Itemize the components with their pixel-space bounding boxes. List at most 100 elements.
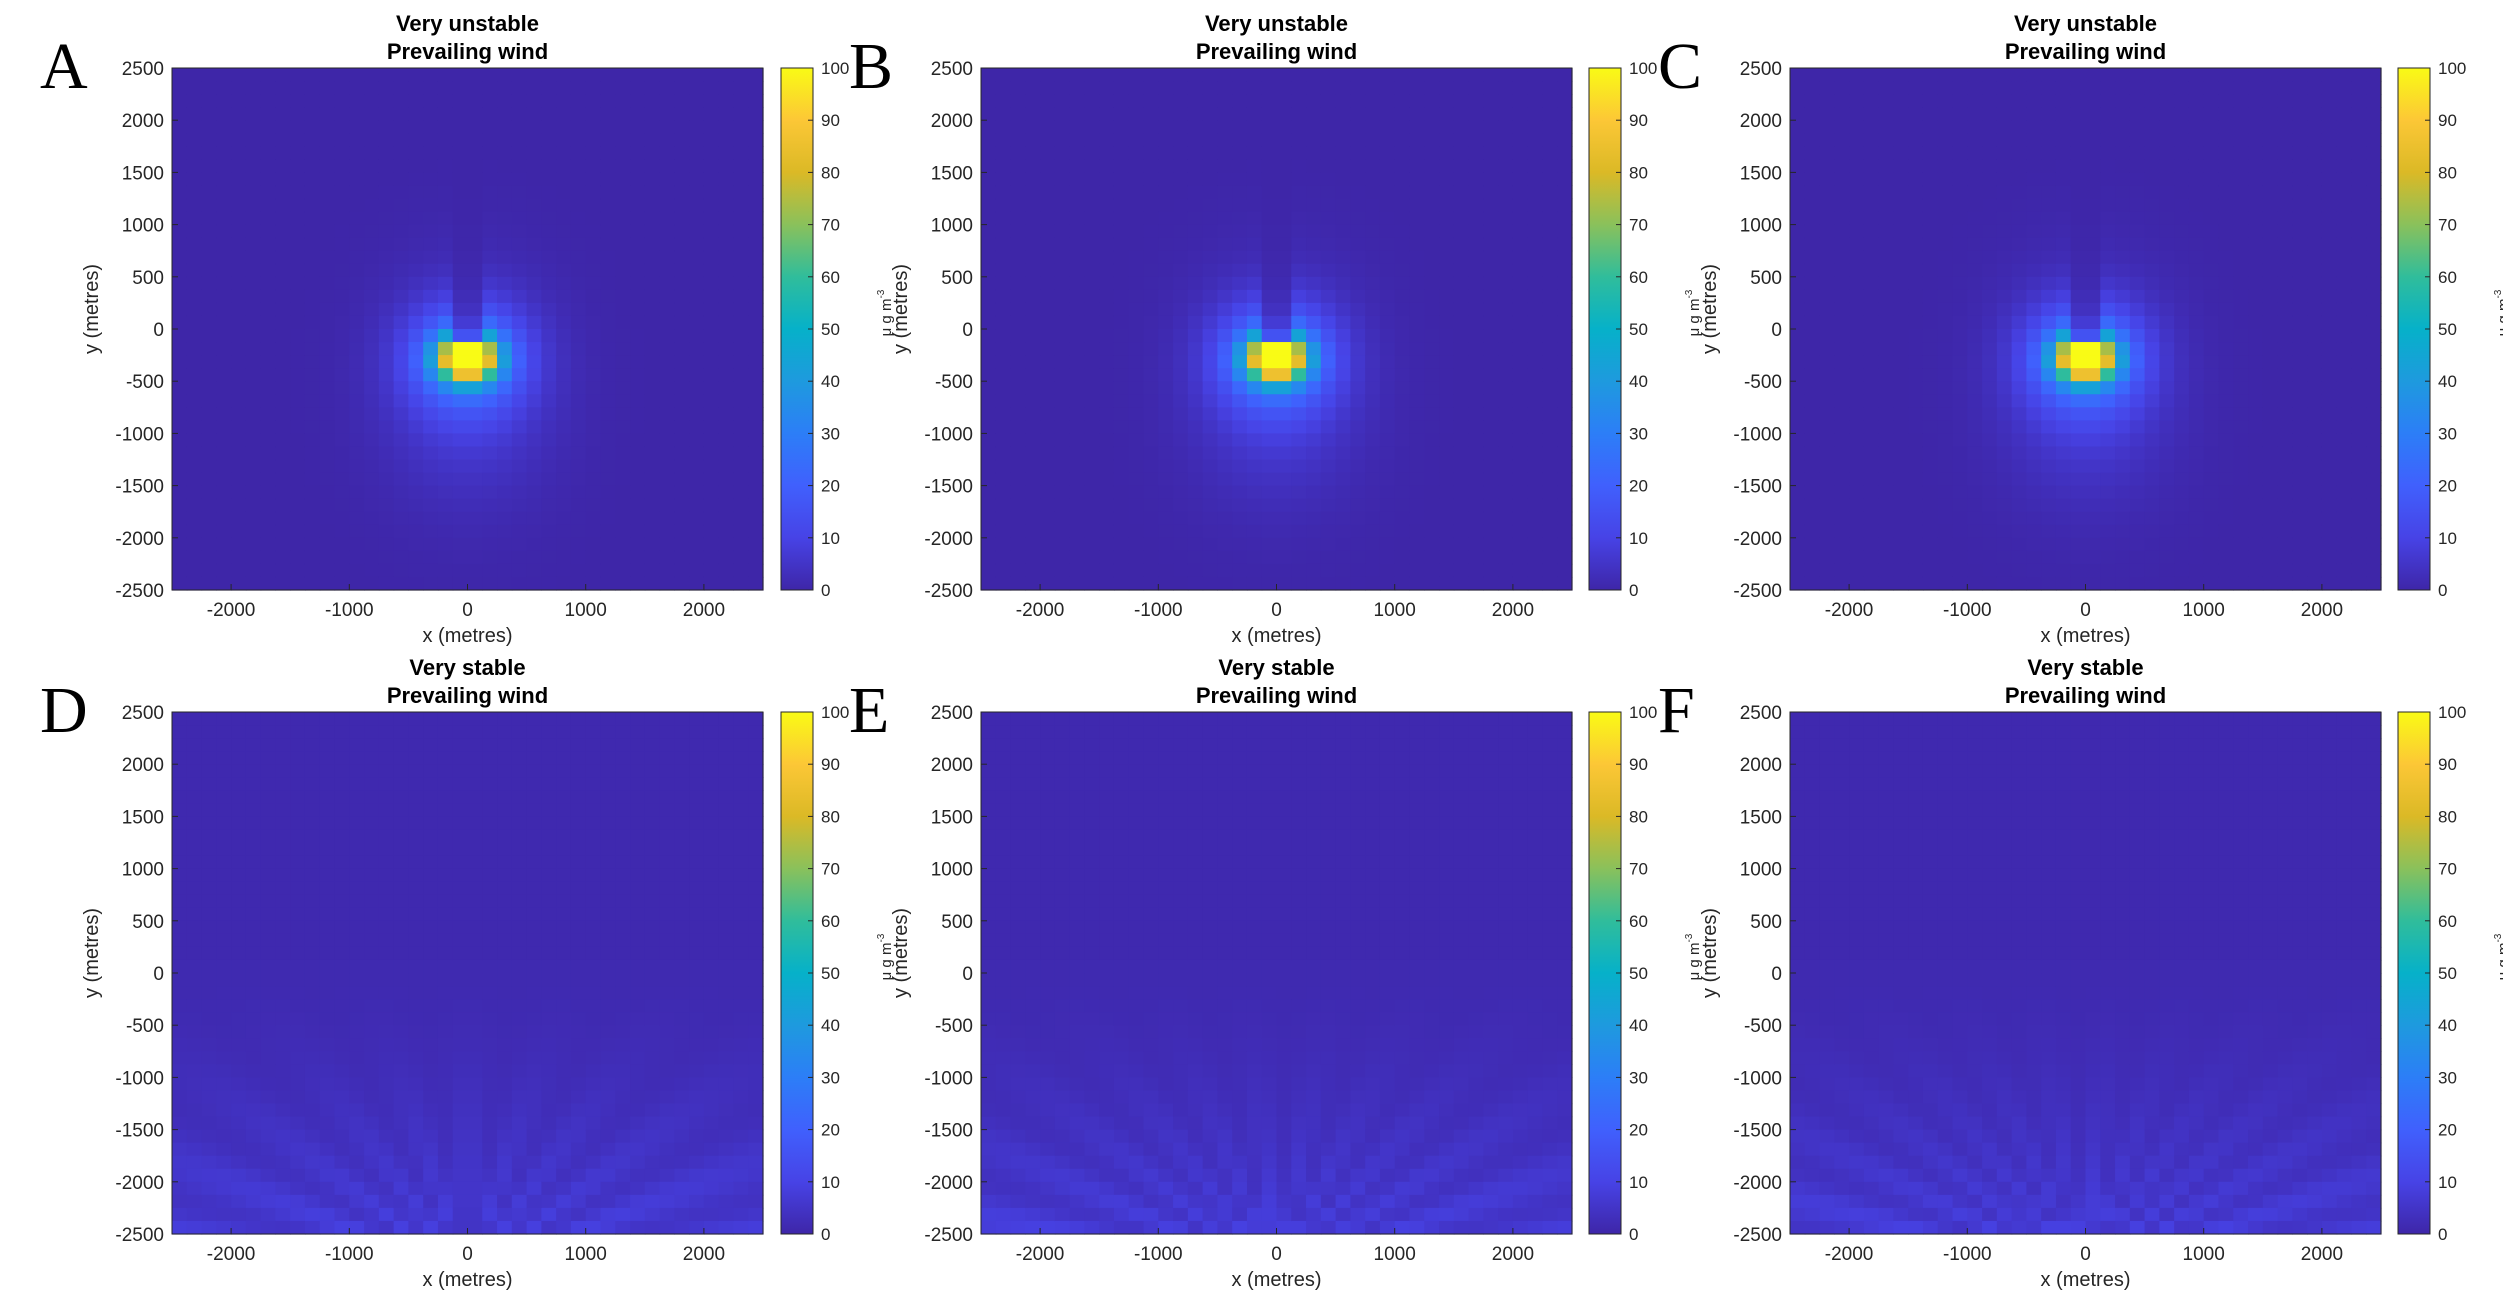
heatmap-cell — [689, 68, 705, 82]
heatmap-cell — [630, 563, 646, 578]
heatmap-cell — [437, 355, 454, 369]
heatmap-cell — [585, 511, 602, 526]
heatmap-cell — [1187, 511, 1204, 526]
heatmap-cell — [1365, 107, 1381, 121]
heatmap-cell — [1498, 198, 1514, 213]
heatmap-cell — [437, 185, 454, 200]
heatmap-cell — [1834, 302, 1850, 317]
heatmap-cell — [1084, 329, 1100, 343]
heatmap-cell — [364, 302, 380, 317]
heatmap-cell — [2277, 459, 2293, 474]
heatmap-cell — [1527, 289, 1544, 304]
heatmap-cell — [1025, 498, 1041, 513]
heatmap-cell — [275, 250, 291, 265]
heatmap-cell — [1350, 146, 1366, 160]
heatmap-cell — [2248, 381, 2264, 395]
heatmap-cell — [2041, 472, 2057, 487]
heatmap-cell — [1849, 459, 1865, 474]
heatmap-cell — [290, 368, 306, 382]
heatmap-cell — [2218, 94, 2234, 108]
heatmap-cell — [1557, 368, 1573, 382]
heatmap-cell — [733, 120, 749, 134]
heatmap-cell — [452, 94, 469, 108]
heatmap-cell — [231, 224, 247, 239]
heatmap-cell — [2292, 446, 2308, 461]
heatmap-cell — [1527, 172, 1544, 187]
heatmap-cell — [2055, 459, 2072, 474]
heatmap-cell — [1025, 355, 1041, 369]
heatmap-cell — [467, 459, 483, 474]
heatmap-cell — [570, 68, 587, 82]
heatmap-cell — [497, 68, 513, 82]
heatmap-cell — [334, 381, 350, 395]
heatmap-cell — [2188, 211, 2205, 226]
heatmap-cell — [378, 563, 395, 578]
heatmap-cell — [1113, 485, 1130, 500]
heatmap-cell — [1261, 446, 1278, 461]
heatmap-cell — [1202, 511, 1219, 526]
heatmap-cell — [2144, 276, 2160, 291]
heatmap-cell — [556, 550, 572, 565]
heatmap-cell — [659, 563, 675, 578]
heatmap-cell — [1320, 81, 1337, 95]
heatmap-cell — [2041, 407, 2057, 421]
heatmap-cell — [1908, 576, 1924, 591]
heatmap-cell — [467, 133, 483, 147]
heatmap-cell — [452, 329, 469, 343]
heatmap-cell — [1849, 250, 1865, 265]
heatmap-cell — [186, 237, 203, 252]
heatmap-cell — [674, 524, 690, 539]
heatmap-cell — [2248, 81, 2264, 95]
heatmap-cell — [2159, 368, 2175, 382]
heatmap-cell — [408, 563, 424, 578]
heatmap-cell — [1335, 159, 1351, 173]
y-tick-label: -1500 — [924, 477, 973, 498]
heatmap-cell — [1143, 381, 1159, 395]
heatmap-cell — [1365, 185, 1381, 200]
heatmap-cell — [541, 237, 557, 252]
heatmap-cell — [1202, 315, 1219, 330]
heatmap-cell — [304, 133, 321, 147]
heatmap-cell — [1937, 407, 1954, 421]
heatmap-cell — [2366, 120, 2382, 134]
heatmap-cell — [1424, 394, 1440, 408]
heatmap-cell — [2159, 159, 2175, 173]
heatmap-cell — [1187, 289, 1204, 304]
heatmap-cell — [600, 381, 616, 395]
heatmap-cell — [2321, 146, 2338, 160]
heatmap-cell — [334, 250, 350, 265]
heatmap-cell — [1512, 107, 1529, 121]
heatmap-cell — [304, 198, 321, 213]
heatmap-cell — [378, 342, 395, 356]
heatmap-cell — [2307, 302, 2323, 317]
heatmap-cell — [2248, 576, 2264, 591]
heatmap-cell — [1908, 550, 1924, 565]
heatmap-cell — [1542, 420, 1558, 434]
heatmap-cell — [1365, 550, 1381, 565]
heatmap-cell — [1527, 302, 1544, 317]
heatmap-cell — [1804, 107, 1821, 121]
heatmap-cell — [1908, 133, 1924, 147]
heatmap-cell — [2100, 107, 2116, 121]
heatmap-cell — [1498, 81, 1514, 95]
heatmap-cell — [1527, 276, 1544, 291]
heatmap-cell — [1967, 537, 1983, 552]
heatmap-cell — [1232, 524, 1248, 539]
heatmap-cell — [437, 394, 454, 408]
heatmap-cell — [1557, 394, 1573, 408]
heatmap-cell — [1350, 537, 1366, 552]
heatmap-cell — [1128, 68, 1145, 82]
heatmap-cell — [2100, 81, 2116, 95]
heatmap-cell — [1557, 420, 1573, 434]
heatmap-cell — [1187, 237, 1204, 252]
heatmap-cell — [1350, 172, 1366, 187]
heatmap-cell — [216, 407, 232, 421]
heatmap-cell — [2366, 511, 2382, 526]
heatmap-cell — [1040, 107, 1056, 121]
heatmap-cell — [304, 276, 321, 291]
heatmap-cell — [1128, 133, 1145, 147]
heatmap-cell — [290, 355, 306, 369]
heatmap-cell — [1952, 381, 1968, 395]
heatmap-cell — [1922, 172, 1939, 187]
heatmap-cell — [231, 407, 247, 421]
